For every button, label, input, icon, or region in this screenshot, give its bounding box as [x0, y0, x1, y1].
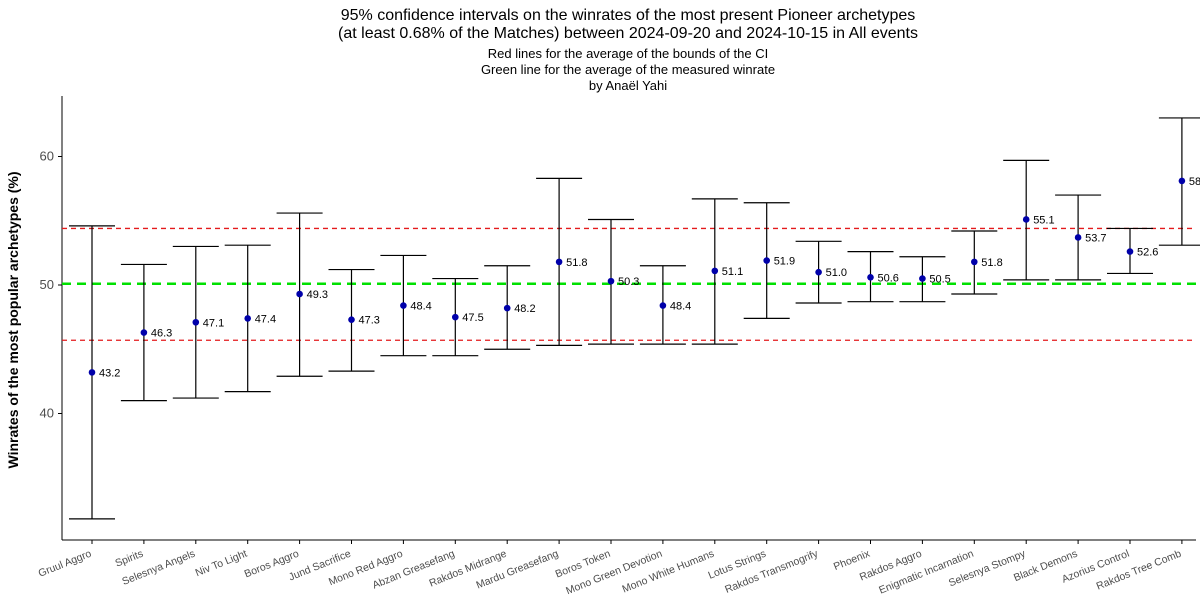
data-label: 47.3 [359, 315, 380, 327]
winrate-point [867, 273, 874, 281]
chart-subtitle-line-2: Green line for the average of the measur… [481, 62, 775, 77]
winrate-point [1022, 216, 1030, 223]
winrate-point [1074, 234, 1082, 241]
winrate-point [555, 258, 563, 266]
winrate-point [971, 258, 978, 266]
data-label: 50.3 [618, 276, 639, 288]
winrate-point [400, 302, 407, 309]
winrate-point [815, 268, 822, 276]
data-label: 51.1 [722, 266, 743, 278]
x-tick-label: Niv To Light [194, 548, 249, 580]
y-axis-label: Winrates of the most popular archetypes … [5, 171, 21, 468]
data-label: 48.2 [514, 303, 535, 315]
data-label: 48.4 [410, 301, 431, 313]
y-tick-label: 60 [40, 149, 54, 164]
data-label: 52.6 [1137, 247, 1158, 259]
data-label: 47.1 [203, 317, 224, 329]
data-label: 43.2 [99, 367, 120, 379]
x-tick-label: Spirits [113, 548, 145, 570]
data-label: 47.5 [462, 312, 483, 324]
chart-subtitle-line-1: Red lines for the average of the bounds … [488, 46, 768, 61]
winrate-point [452, 313, 459, 321]
chart-subtitle-line-3: by Anaël Yahi [589, 78, 667, 93]
chart-title: 95% confidence intervals on the winrates… [338, 7, 918, 42]
winrate-point [711, 267, 719, 275]
winrate-point [607, 277, 615, 285]
x-tick-label: Rakdos Transmogrify [723, 547, 820, 596]
data-label: 50.5 [929, 274, 950, 286]
chart-title-line-2: (at least 0.68% of the Matches) between … [338, 25, 918, 42]
winrate-point [244, 315, 251, 322]
x-tick-label: Mono White Humans [621, 548, 716, 596]
winrate-point [919, 275, 926, 282]
data-label: 47.4 [255, 313, 276, 325]
chart-title-line-1: 95% confidence intervals on the winrates… [341, 7, 916, 24]
winrate-point [659, 302, 667, 309]
winrate-point [763, 257, 770, 264]
y-tick-label: 50 [40, 277, 54, 292]
winrate-point [1126, 248, 1134, 255]
data-label: 51.8 [566, 257, 587, 269]
data-label: 51.0 [826, 267, 847, 279]
data-label: 55.1 [1033, 214, 1054, 226]
data-label: 53.7 [1085, 232, 1106, 244]
y-tick-label: 40 [40, 406, 54, 421]
data-label: 46.3 [151, 328, 172, 340]
winrate-point [503, 304, 511, 312]
winrate-point [88, 369, 96, 376]
winrate-point [140, 329, 148, 336]
data-label: 49.3 [307, 289, 328, 301]
winrate-point [1178, 177, 1186, 185]
winrate-point [296, 290, 303, 298]
x-tick-label: Gruul Aggro [37, 548, 94, 580]
data-label: 58.1 [1189, 176, 1200, 188]
winrate-point [192, 318, 200, 326]
data-label: 51.9 [774, 256, 795, 268]
winrate-point [348, 316, 355, 323]
data-label: 50.6 [878, 272, 899, 284]
data-label: 51.8 [981, 257, 1002, 269]
chart-subtitle: Red lines for the average of the bounds … [481, 46, 775, 93]
data-label: 48.4 [670, 301, 691, 313]
